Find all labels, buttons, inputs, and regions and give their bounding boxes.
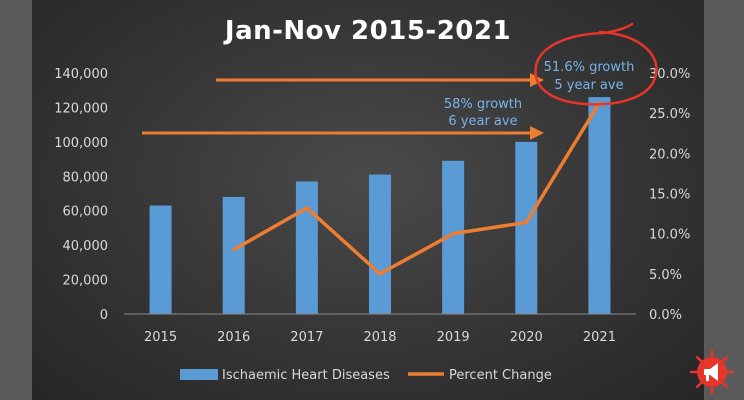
bar-2017	[295, 181, 318, 314]
annotation-6yr-line1: 58% growth	[444, 97, 522, 112]
x-tick-label: 2021	[583, 330, 616, 345]
y-left-tick-label: 60,000	[63, 205, 109, 220]
y-right-tick-label: 30.0%	[649, 67, 690, 82]
y-left-tick-label: 100,000	[54, 136, 108, 151]
y-right-tick-label: 10.0%	[649, 228, 690, 243]
legend-label-bars: Ischaemic Heart Diseases	[222, 368, 390, 383]
y-left-tick-label: 120,000	[54, 101, 108, 116]
megaphone-virus-icon	[689, 349, 735, 395]
y-left-tick-label: 40,000	[63, 239, 109, 254]
bar-2020	[515, 141, 538, 314]
y-right-tick-label: 0.0%	[649, 308, 682, 323]
y-left-tick-label: 20,000	[63, 274, 109, 289]
y-right-tick-label: 5.0%	[649, 268, 682, 283]
y-right-tick-label: 20.0%	[649, 147, 690, 162]
annotation-5yr-line1: 51.6% growth	[544, 60, 635, 75]
percent-change-point	[232, 248, 236, 252]
y-right-tick-label: 15.0%	[649, 188, 690, 203]
percent-change-line	[231, 100, 602, 276]
y-left-tick-label: 0	[100, 308, 108, 323]
percent-change-point	[524, 220, 528, 224]
annotation-6yr-line2: 6 year ave	[448, 114, 517, 129]
x-tick-label: 2015	[144, 330, 177, 345]
x-tick-label: 2016	[217, 330, 250, 345]
percent-change-point	[305, 206, 309, 210]
legend-label-line: Percent Change	[449, 368, 552, 383]
legend-swatch-bars	[180, 369, 218, 380]
bar-2016	[222, 196, 245, 314]
percent-change-point	[451, 232, 455, 236]
bar-2018	[369, 174, 391, 314]
legend: Ischaemic Heart Diseases Percent Change	[180, 368, 552, 383]
x-tick-label: 2017	[290, 330, 323, 345]
y-left-tick-label: 140,000	[54, 67, 108, 82]
bar-2015	[149, 205, 172, 314]
percent-change-point	[378, 272, 382, 276]
x-axis-ticks: 2015 2016 2017 2018 2019 2020 2021	[144, 330, 616, 345]
y-axis-right-ticks: 0.0% 5.0% 10.0% 15.0% 20.0% 25.0% 30.0%	[649, 67, 690, 323]
y-left-tick-label: 80,000	[63, 170, 109, 185]
chart-title: Jan-Nov 2015-2021	[224, 16, 512, 46]
highlight-circle	[534, 22, 658, 106]
y-right-tick-label: 25.0%	[649, 107, 690, 122]
bar-2021	[588, 97, 611, 314]
arrow-6yr-head	[530, 126, 544, 140]
x-tick-label: 2020	[510, 330, 543, 345]
bar-2019	[442, 160, 465, 314]
percent-change-series	[231, 100, 602, 276]
x-tick-label: 2018	[363, 330, 396, 345]
bar-series	[149, 97, 611, 314]
annotation-5yr-line2: 5 year ave	[554, 78, 623, 93]
y-axis-left-ticks: 0 20,000 40,000 60,000 80,000 100,000 120,000 1…	[54, 67, 108, 323]
x-tick-label: 2019	[437, 330, 470, 345]
